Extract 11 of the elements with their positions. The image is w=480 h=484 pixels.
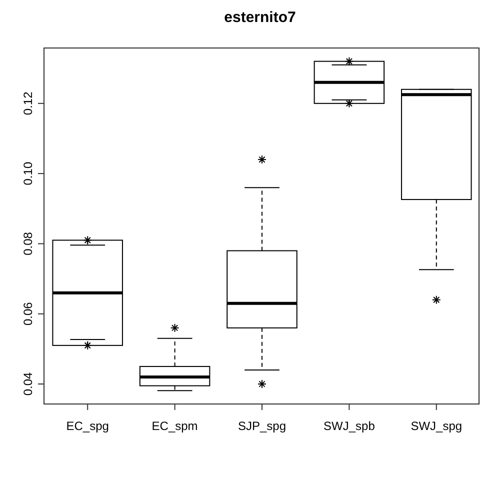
chart-title: esternito7 <box>224 9 296 26</box>
x-tick-label: SWJ_spb <box>324 419 376 433</box>
x-tick-label: EC_spg <box>66 419 109 433</box>
x-tick-label: EC_spm <box>152 419 198 433</box>
x-tick-label: SJP_spg <box>238 419 286 433</box>
y-tick-label: 0.12 <box>21 91 35 116</box>
y-tick-label: 0.10 <box>21 162 35 186</box>
y-tick-label: 0.08 <box>21 232 35 256</box>
x-tick-label: SWJ_spg <box>410 419 462 433</box>
y-tick-label: 0.06 <box>21 302 35 326</box>
y-tick-label: 0.04 <box>21 372 35 396</box>
